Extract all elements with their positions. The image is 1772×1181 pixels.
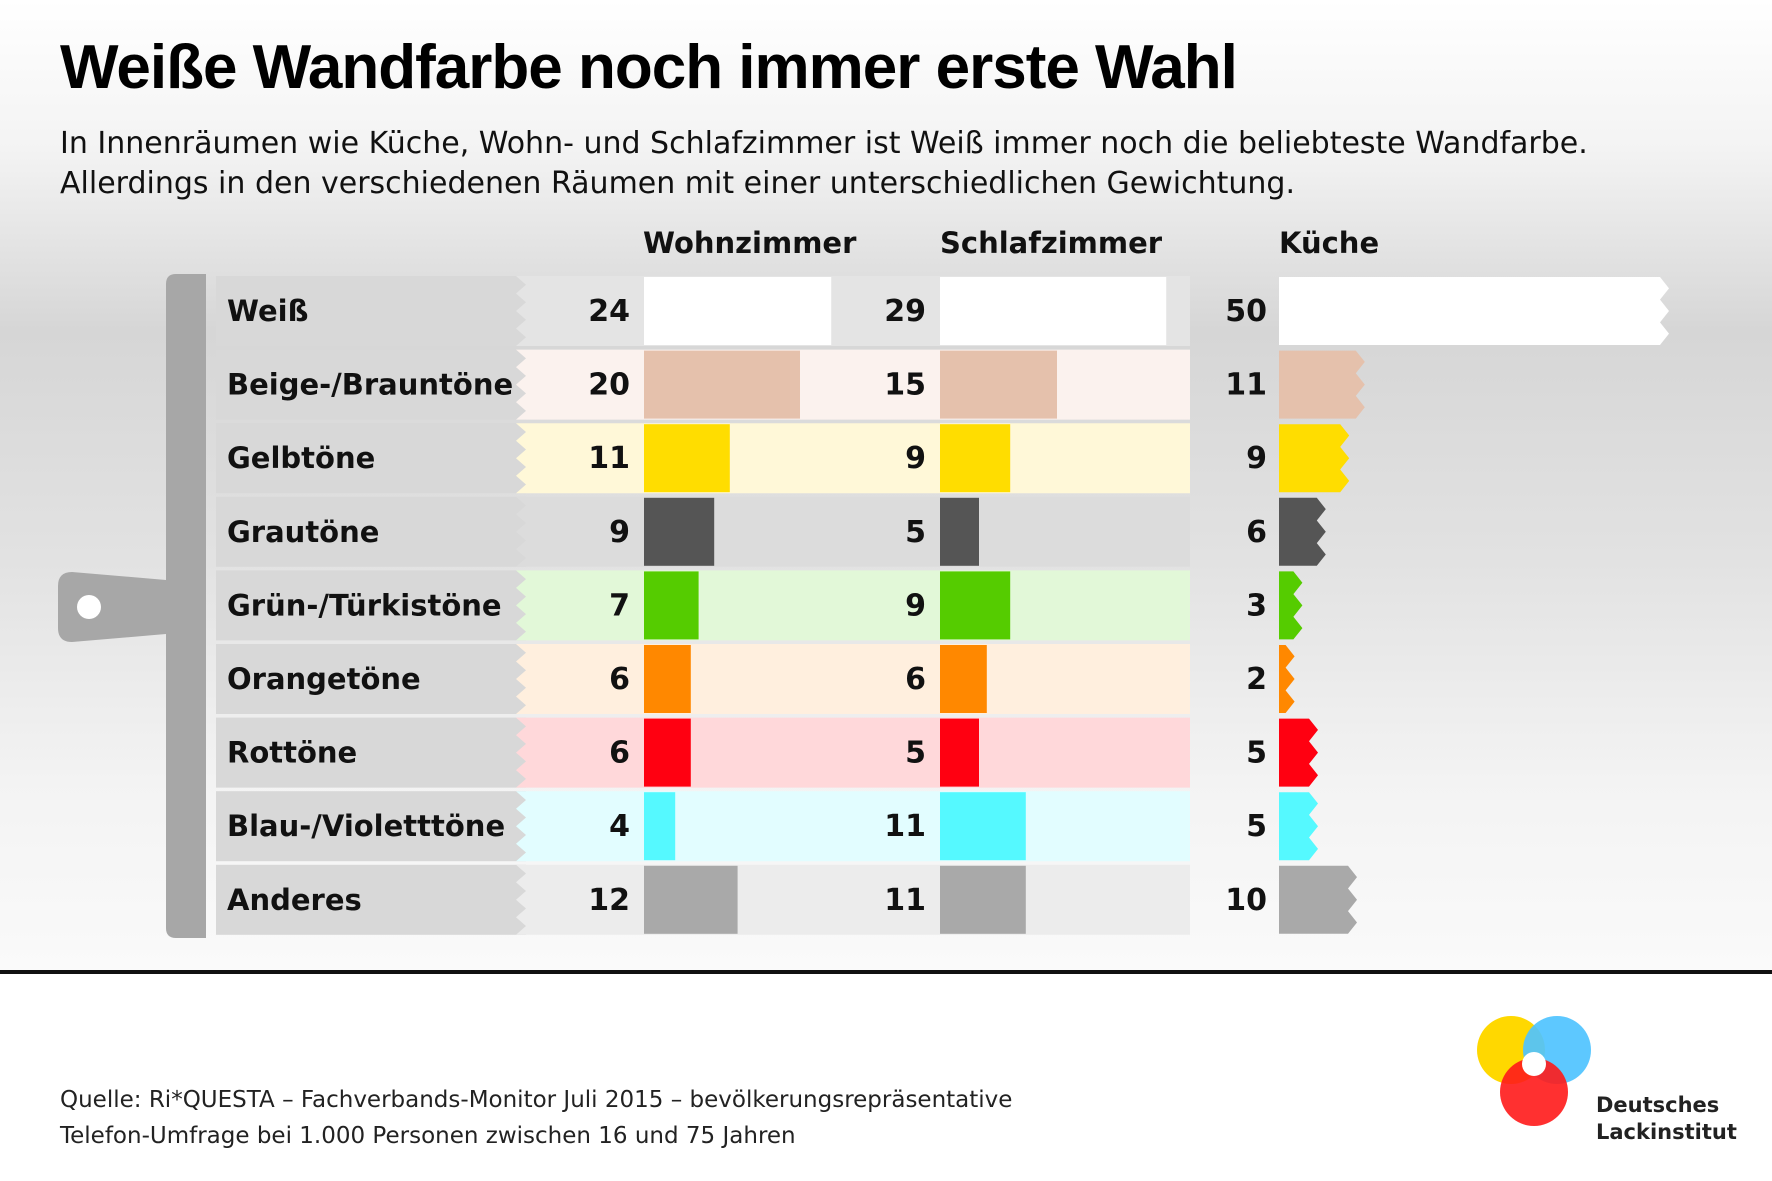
value-label-kuche-beige-brauntone: 11: [1225, 368, 1267, 403]
bar-schlafzimmer-beige-brauntone: [940, 350, 1057, 419]
divider: [0, 970, 1772, 974]
category-label-orangetone: Orangetöne: [227, 662, 421, 696]
column-header-kueche: Küche: [1279, 226, 1380, 260]
category-label-gelbtone: Gelbtöne: [227, 441, 375, 475]
bar-wohnzimmer-blau-violetttone: [644, 792, 676, 861]
value-label-schlafzimmer-blau-violetttone: 11: [884, 809, 926, 844]
bar-wohnzimmer-anderes: [644, 865, 738, 934]
row-label-bg-orangetone: [216, 644, 526, 714]
value-label-schlafzimmer-orangetone: 6: [905, 662, 926, 697]
bar-schlafzimmer-rottone: [940, 718, 979, 787]
category-label-rottone: Rottöne: [227, 736, 357, 770]
bar-wohnzimmer-rottone: [644, 718, 691, 787]
value-label-schlafzimmer-grautone: 5: [905, 515, 926, 550]
bar-schlafzimmer-orangetone: [940, 645, 987, 713]
value-label-schlafzimmer-grun-turkistone: 9: [905, 588, 926, 623]
bar-schlafzimmer-weiss: [940, 277, 1167, 345]
logo-circles-icon: [1477, 1016, 1591, 1126]
bar-kuche-anderes: [1279, 865, 1357, 934]
value-label-schlafzimmer-rottone: 5: [905, 736, 926, 771]
value-label-wohnzimmer-grun-turkistone: 7: [609, 588, 630, 623]
bar-schlafzimmer-anderes: [940, 865, 1026, 934]
source-line-1: Quelle: Ri*QUESTA – Fachverbands-Monitor…: [60, 1087, 1013, 1113]
row-label-bg-gelbtone: [216, 423, 526, 494]
row-label-bg-anderes: [216, 864, 526, 935]
value-label-kuche-grautone: 6: [1246, 515, 1267, 550]
bar-schlafzimmer-gelbtone: [940, 424, 1011, 493]
bar-wohnzimmer-grun-turkistone: [644, 571, 699, 640]
value-label-wohnzimmer-beige-brauntone: 20: [588, 368, 630, 403]
source-line-2: Telefon-Umfrage bei 1.000 Personen zwisc…: [60, 1123, 796, 1149]
bar-kuche-grun-turkistone: [1279, 571, 1303, 640]
logo-line-1: Deutsches: [1596, 1093, 1720, 1117]
row-label-bg-blau-violetttone: [216, 791, 526, 862]
bar-kuche-weiss: [1279, 277, 1669, 345]
value-label-kuche-orangetone: 2: [1246, 662, 1267, 697]
value-label-kuche-weiss: 50: [1225, 294, 1267, 329]
value-label-schlafzimmer-beige-brauntone: 15: [884, 368, 926, 403]
bar-kuche-blau-violetttone: [1279, 792, 1318, 861]
value-label-wohnzimmer-blau-violetttone: 4: [609, 809, 630, 844]
category-label-grun-turkistone: Grün-/Türkistöne: [227, 588, 502, 622]
column-header-schlafzimmer: Schlafzimmer: [940, 226, 1163, 260]
value-label-kuche-rottone: 5: [1246, 736, 1267, 771]
value-label-schlafzimmer-anderes: 11: [884, 883, 926, 918]
row-label-bg-grautone: [216, 496, 526, 567]
lackinstitut-logo: [1477, 1016, 1591, 1126]
row-label-bg-beige-brauntone: [216, 349, 526, 420]
value-label-kuche-gelbtone: 9: [1246, 441, 1267, 476]
bar-schlafzimmer-blau-violetttone: [940, 792, 1026, 861]
value-label-wohnzimmer-gelbtone: 11: [588, 441, 630, 476]
value-label-wohnzimmer-orangetone: 6: [609, 662, 630, 697]
page-title: Weiße Wandfarbe noch immer erste Wahl: [60, 33, 1238, 102]
category-label-anderes: Anderes: [227, 883, 362, 917]
bar-wohnzimmer-orangetone: [644, 645, 691, 713]
bar-kuche-rottone: [1279, 718, 1318, 787]
bar-schlafzimmer-grautone: [940, 497, 979, 566]
row-label-bg-grun-turkistone: [216, 570, 526, 641]
bar-kuche-orangetone: [1279, 645, 1295, 713]
logo-wordmark: Deutsches Lackinstitut: [1596, 1092, 1737, 1146]
category-label-weiss: Weiß: [227, 294, 308, 328]
category-label-beige-brauntone: Beige-/Brauntöne: [227, 368, 513, 402]
bar-kuche-beige-brauntone: [1279, 350, 1365, 419]
column-header-wohnzimmer: Wohnzimmer: [643, 226, 857, 260]
source-note: Quelle: Ri*QUESTA – Fachverbands-Monitor…: [60, 1082, 1012, 1154]
value-label-wohnzimmer-rottone: 6: [609, 736, 630, 771]
bar-wohnzimmer-grautone: [644, 497, 715, 566]
bar-wohnzimmer-gelbtone: [644, 424, 730, 493]
category-label-grautone: Grautöne: [227, 515, 379, 549]
row-label-bg-weiss: [216, 276, 526, 346]
value-label-kuche-blau-violetttone: 5: [1246, 809, 1267, 844]
value-label-wohnzimmer-weiss: 24: [588, 294, 630, 329]
row-label-bg-rottone: [216, 717, 526, 788]
value-label-schlafzimmer-weiss: 29: [884, 294, 926, 329]
page-subtitle: In Innenräumen wie Küche, Wohn- und Schl…: [60, 126, 1588, 201]
value-label-wohnzimmer-grautone: 9: [609, 515, 630, 550]
category-label-blau-violetttone: Blau-/Violetttöne: [227, 809, 505, 843]
value-label-wohnzimmer-anderes: 12: [588, 883, 630, 918]
logo-line-2: Lackinstitut: [1596, 1120, 1737, 1144]
value-label-kuche-anderes: 10: [1225, 883, 1267, 918]
paint-roller-handle: [58, 274, 206, 938]
value-label-schlafzimmer-gelbtone: 9: [905, 441, 926, 476]
bar-schlafzimmer-grun-turkistone: [940, 571, 1011, 640]
bar-wohnzimmer-beige-brauntone: [644, 350, 800, 419]
value-label-kuche-grun-turkistone: 3: [1246, 588, 1267, 623]
bar-wohnzimmer-weiss: [644, 277, 832, 345]
bar-kuche-gelbtone: [1279, 424, 1350, 493]
bar-kuche-grautone: [1279, 497, 1326, 566]
